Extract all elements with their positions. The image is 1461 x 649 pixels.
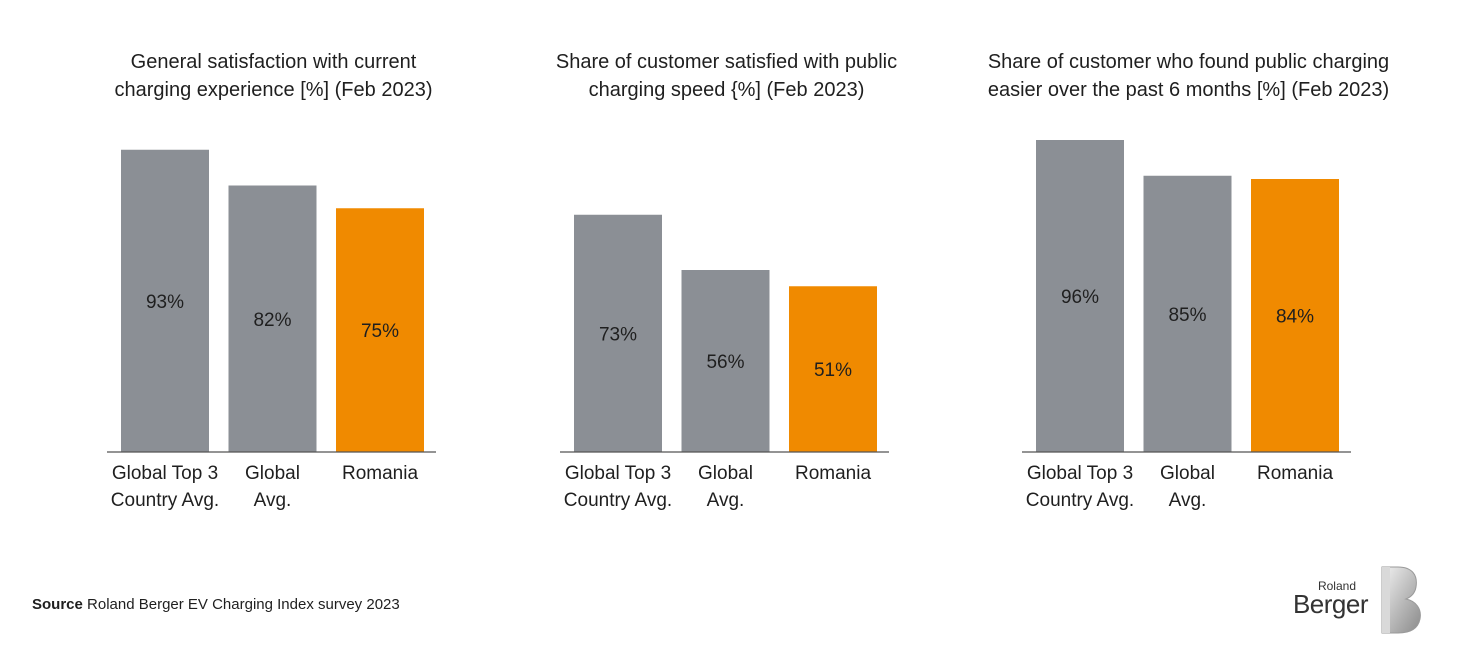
bar-value-label: 73% xyxy=(599,324,637,345)
source-note: Source Roland Berger EV Charging Index s… xyxy=(32,596,400,613)
bar-value-label: 51% xyxy=(814,360,852,381)
category-label: Country Avg. xyxy=(1026,490,1134,511)
logo-text-big: Berger xyxy=(1293,589,1368,620)
category-label: Romania xyxy=(1257,463,1333,484)
bar-value-label: 96% xyxy=(1061,287,1099,308)
bar-value-label: 84% xyxy=(1276,307,1314,328)
source-label: Source xyxy=(32,596,83,613)
category-label: Global xyxy=(245,463,300,484)
category-label: Global Top 3 xyxy=(565,463,671,484)
category-label: Global xyxy=(698,463,753,484)
bar-value-label: 82% xyxy=(253,310,291,331)
category-label: Global Top 3 xyxy=(112,463,218,484)
category-label: Country Avg. xyxy=(564,490,672,511)
roland-berger-logo: Roland Berger xyxy=(1288,565,1428,635)
chart-charging-speed: Share of customer satisfied with public … xyxy=(483,0,970,540)
category-label: Avg. xyxy=(1169,490,1207,511)
logo-b-mark-icon xyxy=(1376,565,1428,635)
bar-value-label: 75% xyxy=(361,321,399,342)
bar-value-label: 93% xyxy=(146,292,184,313)
bar-value-label: 56% xyxy=(706,352,744,373)
source-text: Roland Berger EV Charging Index survey 2… xyxy=(87,596,400,613)
chart-plot: 73% Global Top 3 Country Avg. 56% Global Avg.… xyxy=(483,0,970,540)
chart-plot: 93% Global Top 3 Country Avg. 82% Global Avg.… xyxy=(30,0,517,540)
chart-easier-charging: Share of customer who found public charg… xyxy=(945,0,1432,540)
category-label: Country Avg. xyxy=(111,490,219,511)
category-label: Avg. xyxy=(707,490,745,511)
category-label: Global Top 3 xyxy=(1027,463,1133,484)
category-label: Romania xyxy=(795,463,871,484)
category-label: Global xyxy=(1160,463,1215,484)
bar-value-label: 85% xyxy=(1168,305,1206,326)
category-label: Avg. xyxy=(254,490,292,511)
chart-plot: 96% Global Top 3 Country Avg. 85% Global Avg.… xyxy=(945,0,1432,540)
category-label: Romania xyxy=(342,463,418,484)
chart-general-satisfaction: General satisfaction with current chargi… xyxy=(30,0,517,540)
